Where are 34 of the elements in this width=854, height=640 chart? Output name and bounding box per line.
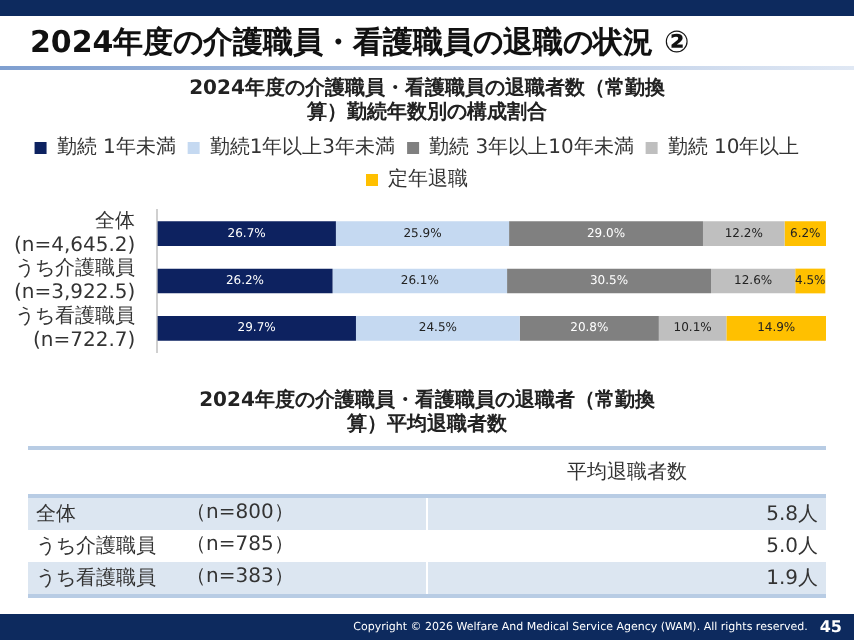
y-tick-label: うち介護職員 (n=3,922.5) [13, 256, 136, 305]
bar [355, 315, 520, 341]
legend-label: 勤続 10年以上 [667, 135, 800, 160]
legend-label: 勤続 1年未満 [56, 135, 176, 160]
category-label: うち看護職員 [34, 565, 158, 592]
legend-label: 勤続1年以上3年未満 [209, 135, 396, 160]
text: （n=383） [186, 562, 428, 594]
text: 1.9人 [766, 568, 818, 590]
legend-label: 勤続 3年以上10年未満 [429, 135, 634, 160]
bar [507, 268, 711, 294]
bar [519, 315, 659, 341]
category-label: 全体 [34, 502, 78, 528]
text: 5.0人 [766, 536, 818, 558]
bar [332, 268, 508, 294]
bar [658, 315, 727, 341]
bar [726, 315, 826, 341]
chart-subtitle: 2024年度の介護職員・看護職員の退職者数（常勤換算）勤続年数別の構成割合 [187, 78, 667, 126]
chart-title: 2024年度の介護職員・看護職員の退職の状況 ② [28, 22, 692, 62]
bar [157, 268, 333, 294]
text: 45 [819, 618, 842, 636]
y-tick-label: うち看護職員 (n=722.7) [15, 303, 136, 352]
text: （n=800） [186, 498, 428, 530]
bar [157, 315, 356, 341]
bar [335, 221, 510, 247]
text: 平均退職者数 [565, 459, 689, 486]
y-tick-label: 全体 (n=4,645.2) [13, 208, 136, 257]
text: （n=785） [186, 530, 428, 562]
legend-label: 定年退職 [388, 167, 468, 192]
bar [509, 221, 703, 247]
bar [702, 221, 785, 247]
bar [157, 221, 336, 247]
text: 5.8人 [766, 504, 818, 526]
category-label: うち介護職員 [34, 533, 158, 560]
text: 2024年度の介護職員・看護職員の退職者（常勤換算）平均退職者数 [197, 390, 657, 438]
